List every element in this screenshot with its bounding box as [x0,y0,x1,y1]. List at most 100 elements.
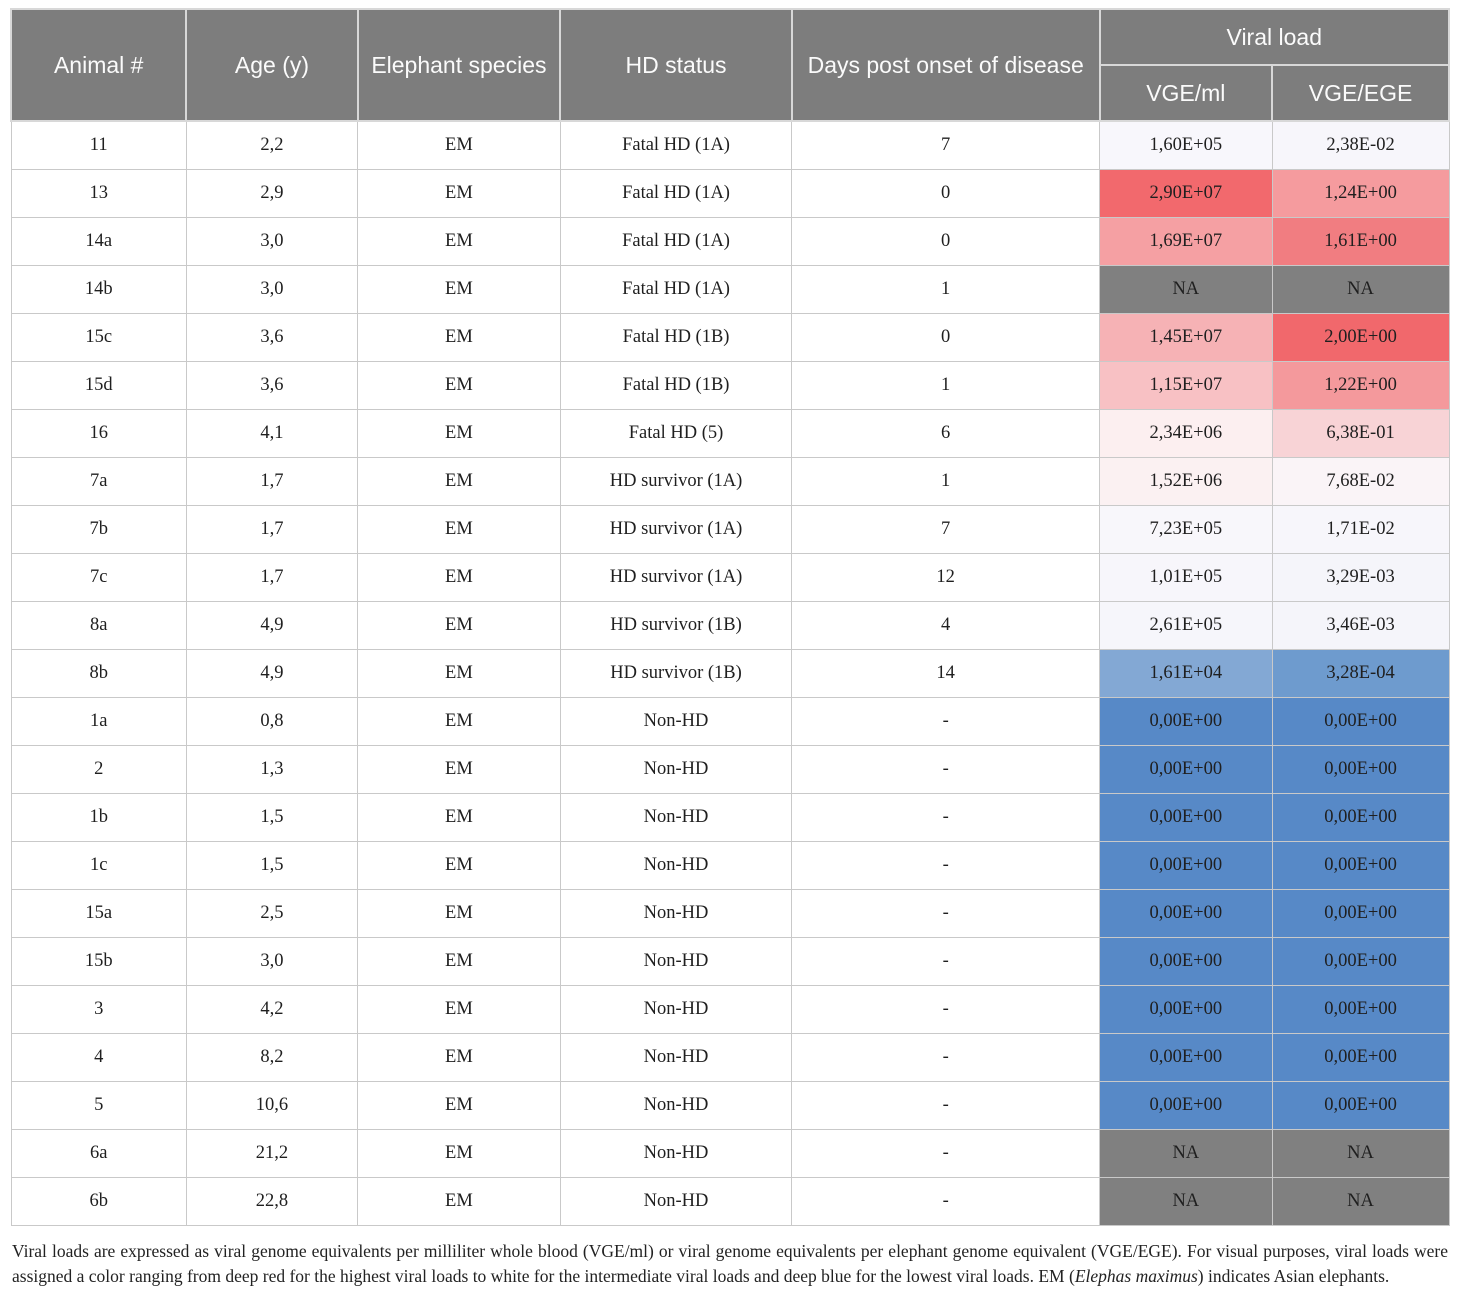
vge-ege-cell: 2,00E+00 [1271,313,1450,362]
days-cell: - [791,745,1101,794]
table-row: 6b 22,8 EM Non-HD - NA NA [10,1177,1450,1226]
days-cell: - [791,793,1101,842]
viral-load-table: Animal # Age (y) Elephant species HD sta… [9,8,1451,1226]
column-header-animal: Animal # [9,8,188,122]
vge-ege-cell: 1,61E+00 [1271,217,1450,266]
vge-ege-cell: 0,00E+00 [1271,889,1450,938]
column-header-vge-ml: VGE/ml [1098,64,1274,122]
hd-status-cell: Non-HD [559,1177,793,1226]
days-cell: - [791,985,1101,1034]
table-row: 14b 3,0 EM Fatal HD (1A) 1 NA NA [10,265,1450,314]
table-row: 1a 0,8 EM Non-HD -0,00E+00 0,00E+00 [10,697,1450,746]
vge-ml-cell: NA [1099,265,1273,314]
days-cell: 4 [791,601,1101,650]
hd-status-cell: Non-HD [559,697,793,746]
vge-ege-cell: 0,00E+00 [1271,745,1450,794]
age-cell: 4,2 [185,985,359,1034]
vge-ml-cell: 0,00E+00 [1099,745,1273,794]
days-cell: - [791,1129,1101,1178]
days-cell: - [791,1033,1101,1082]
species-cell: EM [357,841,561,890]
species-cell: EM [357,313,561,362]
vge-ege-cell: 7,68E-02 [1271,457,1450,506]
vge-ml-cell: 1,69E+07 [1099,217,1273,266]
table-row: 7b 1,7 EM HD survivor (1A) 7 7,23E+05 1,71E-02 [10,505,1450,554]
age-cell: 3,6 [185,313,359,362]
days-cell: - [791,889,1101,938]
vge-ml-cell: 7,23E+05 [1099,505,1273,554]
hd-status-cell: HD survivor (1B) [559,649,793,698]
age-cell: 3,0 [185,265,359,314]
vge-ml-cell: 1,15E+07 [1099,361,1273,410]
species-cell: EM [357,601,561,650]
vge-ege-cell: 0,00E+00 [1271,1033,1450,1082]
species-cell: EM [357,120,561,170]
animal-cell: 1b [10,793,187,842]
footnote-species-name: Elephas maximus [1074,1265,1198,1286]
days-cell: - [791,841,1101,890]
hd-status-cell: Non-HD [559,985,793,1034]
table-footnote: Viral loads are expressed as viral genom… [0,1226,1460,1289]
footnote-text-part1: Viral loads are expressed as viral genom… [12,1241,1448,1286]
hd-status-cell: Fatal HD (1A) [559,217,793,266]
age-cell: 1,7 [185,505,359,554]
vge-ml-cell: 0,00E+00 [1099,697,1273,746]
animal-cell: 4 [10,1033,187,1082]
hd-status-cell: HD survivor (1A) [559,553,793,602]
days-cell: - [791,1177,1101,1226]
animal-cell: 1c [10,841,187,890]
vge-ml-cell: 0,00E+00 [1099,841,1273,890]
column-header-viral-load: Viral load [1098,8,1451,66]
age-cell: 10,6 [185,1081,359,1130]
vge-ege-cell: 1,71E-02 [1271,505,1450,554]
vge-ml-cell: 2,61E+05 [1099,601,1273,650]
days-cell: - [791,937,1101,986]
hd-status-cell: Non-HD [559,1033,793,1082]
vge-ml-cell: 1,45E+07 [1099,313,1273,362]
hd-status-cell: Fatal HD (1A) [559,169,793,218]
species-cell: EM [357,889,561,938]
age-cell: 2,9 [185,169,359,218]
vge-ege-cell: 0,00E+00 [1271,937,1450,986]
hd-status-cell: HD survivor (1A) [559,457,793,506]
age-cell: 2,5 [185,889,359,938]
vge-ml-cell: 0,00E+00 [1099,793,1273,842]
animal-cell: 15a [10,889,187,938]
vge-ege-cell: NA [1271,265,1450,314]
age-cell: 4,9 [185,601,359,650]
vge-ml-cell: 1,01E+05 [1099,553,1273,602]
species-cell: EM [357,457,561,506]
hd-status-cell: Non-HD [559,1129,793,1178]
age-cell: 4,1 [185,409,359,458]
table-body: 11 2,2 EM Fatal HD (1A) 7 1,60E+05 2,38E-02 13 2… [10,120,1450,1226]
animal-cell: 5 [10,1081,187,1130]
age-cell: 1,5 [185,841,359,890]
animal-cell: 6a [10,1129,187,1178]
age-cell: 1,7 [185,457,359,506]
species-cell: EM [357,265,561,314]
age-cell: 1,5 [185,793,359,842]
viral-load-table-container: Animal # Age (y) Elephant species HD sta… [9,8,1451,1226]
vge-ege-cell: 6,38E-01 [1271,409,1450,458]
age-cell: 3,6 [185,361,359,410]
species-cell: EM [357,1177,561,1226]
vge-ege-cell: 3,29E-03 [1271,553,1450,602]
animal-cell: 8a [10,601,187,650]
species-cell: EM [357,697,561,746]
table-row: 16 4,1 EM Fatal HD (5) 6 2,34E+06 6,38E-01 [10,409,1450,458]
hd-status-cell: HD survivor (1A) [559,505,793,554]
vge-ege-cell: 0,00E+00 [1271,841,1450,890]
species-cell: EM [357,649,561,698]
animal-cell: 14a [10,217,187,266]
column-header-days: Days post onset of disease [790,8,1101,122]
animal-cell: 2 [10,745,187,794]
vge-ege-cell: 0,00E+00 [1271,697,1450,746]
days-cell: 6 [791,409,1101,458]
table-row: 14a 3,0 EM Fatal HD (1A) 0 1,69E+07 1,61E+00 [10,217,1450,266]
table-row: 15b 3,0 EM Non-HD -0,00E+00 0,00E+00 [10,937,1450,986]
animal-cell: 8b [10,649,187,698]
species-cell: EM [357,1033,561,1082]
vge-ml-cell: 2,90E+07 [1099,169,1273,218]
hd-status-cell: Non-HD [559,937,793,986]
vge-ege-cell: 0,00E+00 [1271,793,1450,842]
